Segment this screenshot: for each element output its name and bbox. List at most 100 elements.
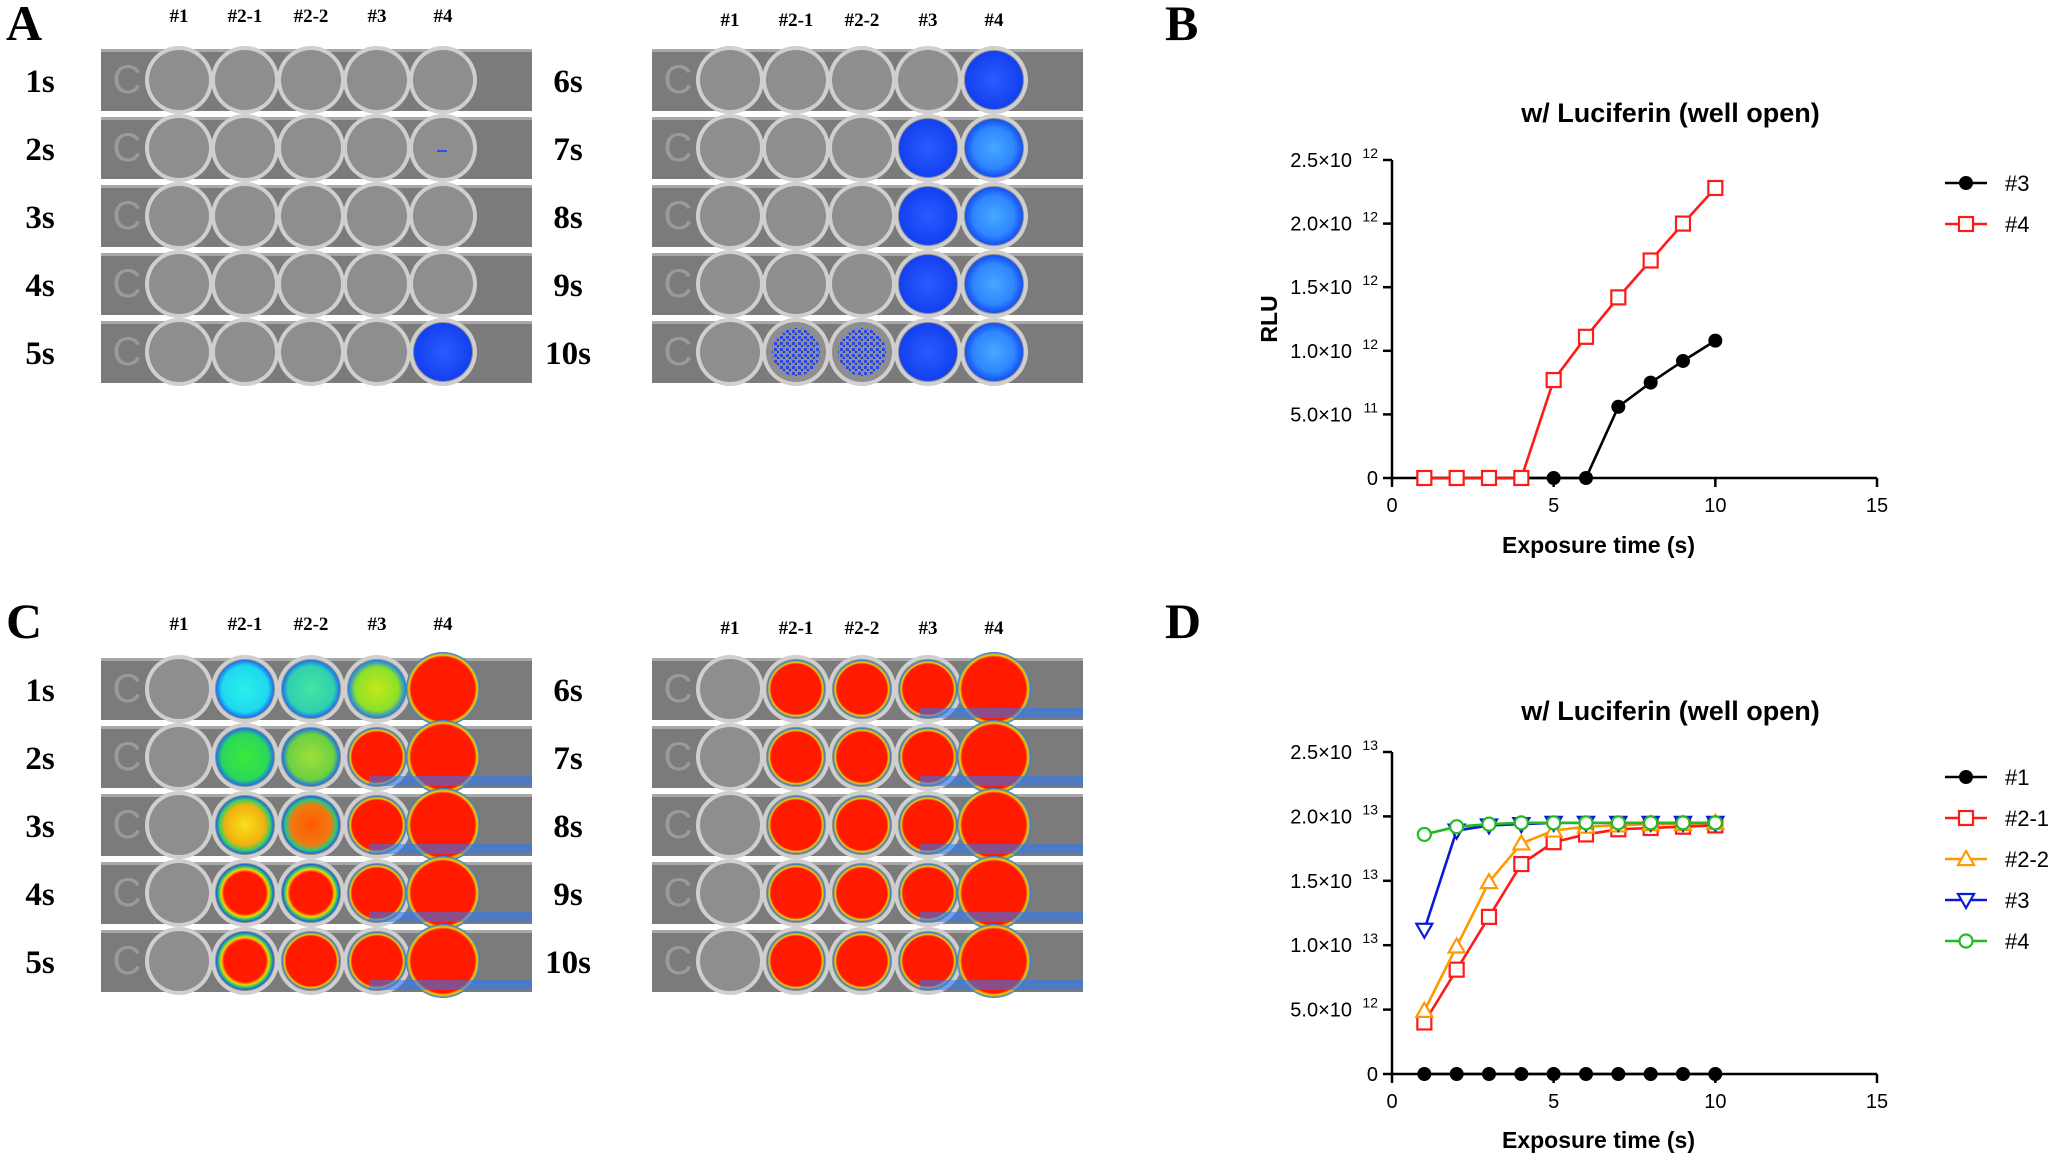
well-signal-lightblue [965, 119, 1023, 177]
plate-c-marker: C [113, 194, 142, 238]
well-signal-red [957, 788, 1031, 862]
data-point [1446, 936, 1467, 954]
well [215, 186, 275, 246]
series-line [1424, 339, 1717, 480]
data-point [1676, 1067, 1690, 1081]
series-#1 [1417, 1067, 1723, 1081]
column-label: #1 [721, 10, 740, 31]
x-tick-label: 5 [1548, 1091, 1559, 1113]
data-point [1480, 908, 1498, 925]
well [832, 254, 892, 314]
column-label: #2-1 [779, 10, 814, 31]
plate-strip: C 7s [553, 114, 1083, 182]
well [700, 118, 760, 178]
row-label: 4s [25, 877, 55, 913]
legend-label: #3 [2005, 888, 2029, 913]
well-signal-orange [282, 796, 340, 854]
y-tick-label: 2.5×10 [1290, 150, 1352, 172]
well [215, 254, 275, 314]
row-label: 6s [553, 64, 583, 100]
row-label: 8s [553, 200, 583, 236]
plate-strip: C 1s [25, 652, 532, 726]
well-signal-red [348, 932, 406, 990]
series-#3 [1414, 815, 1726, 940]
well [347, 118, 407, 178]
well-signal-redring [216, 864, 274, 922]
well [413, 254, 473, 314]
well-signal-red [406, 788, 480, 862]
well-signal-red [957, 856, 1031, 930]
well-signal-red [833, 932, 891, 990]
column-label: #2-1 [228, 6, 263, 27]
x-tick-label: 10 [1704, 1091, 1726, 1113]
y-tick-exponent: 13 [1362, 866, 1378, 882]
legend-label: #1 [2005, 765, 2029, 790]
well-signal-red [406, 856, 480, 930]
well [347, 186, 407, 246]
column-label: #1 [170, 6, 189, 27]
x-tick-label: 0 [1386, 1091, 1397, 1113]
plate-c-marker: C [664, 803, 693, 847]
well-signal-red [767, 864, 825, 922]
data-point [1416, 469, 1433, 487]
legend-label: #4 [2005, 212, 2029, 237]
well-signal-redring [282, 864, 340, 922]
data-point [1579, 1067, 1593, 1081]
well-signal-red [899, 796, 957, 854]
data-point [1513, 469, 1530, 487]
plate-c-marker: C [664, 194, 693, 238]
data-point [1545, 371, 1562, 389]
plate-panel-A: #1 #2-1 #2-2 #3 #4 C 1s C 2s C 3s C 4s C 5s #1 #2-1 #2-2 #… [25, 6, 1083, 386]
well [149, 795, 209, 855]
well-signal-blue [414, 323, 472, 381]
panel-letter-B: B [1165, 0, 1198, 51]
well [281, 118, 341, 178]
well [281, 322, 341, 382]
plate-panel-C: #1 #2-1 #2-2 #3 #4 C 1s C 2s C 3s C 4s C 5s #1 #2-1 #2-2 #… [25, 614, 1083, 998]
well [149, 863, 209, 923]
legend-label: #2-2 [2005, 847, 2049, 872]
legend-marker [1956, 848, 1976, 867]
well-signal-red [767, 796, 825, 854]
data-point [1708, 1067, 1723, 1081]
well-signal-red [899, 660, 957, 718]
data-point [1511, 833, 1532, 851]
column-label: #3 [919, 618, 938, 639]
row-label: 1s [25, 64, 55, 100]
data-point [1708, 333, 1723, 348]
well-signal-red [767, 728, 825, 786]
y-tick-label: 2.5×10 [1290, 742, 1352, 764]
y-tick-exponent: 11 [1363, 399, 1378, 415]
y-tick-label: 0 [1367, 1064, 1378, 1086]
x-axis-label: Exposure time (s) [1502, 532, 1695, 558]
plate-strip: C 10s [545, 318, 1083, 386]
well [413, 50, 473, 110]
y-tick-exponent: 13 [1362, 930, 1378, 946]
y-tick-exponent: 12 [1362, 336, 1378, 352]
well [149, 931, 209, 991]
well-signal-blue [899, 119, 957, 177]
column-label: #4 [434, 6, 454, 27]
well-signal-yellowgreen [282, 728, 340, 786]
data-point [1707, 179, 1724, 197]
well-signal-red [406, 652, 480, 726]
well [700, 186, 760, 246]
data-point [1546, 1067, 1561, 1081]
plate-strip: C 5s [25, 318, 532, 386]
legend-entry: #3 [1945, 171, 2029, 196]
well-signal-yellow [216, 796, 274, 854]
data-point [1676, 353, 1690, 368]
legend-entry: #3 [1945, 888, 2029, 913]
x-tick-label: 15 [1866, 1091, 1888, 1113]
well-signal-speck [437, 150, 447, 152]
y-tick-exponent: 12 [1362, 995, 1378, 1011]
well [700, 795, 760, 855]
data-point [1482, 1067, 1496, 1081]
well [898, 50, 958, 110]
y-tick-label: 0 [1367, 468, 1378, 490]
x-tick-label: 15 [1866, 495, 1888, 517]
well [766, 186, 826, 246]
column-label: #3 [368, 6, 387, 27]
well [700, 322, 760, 382]
